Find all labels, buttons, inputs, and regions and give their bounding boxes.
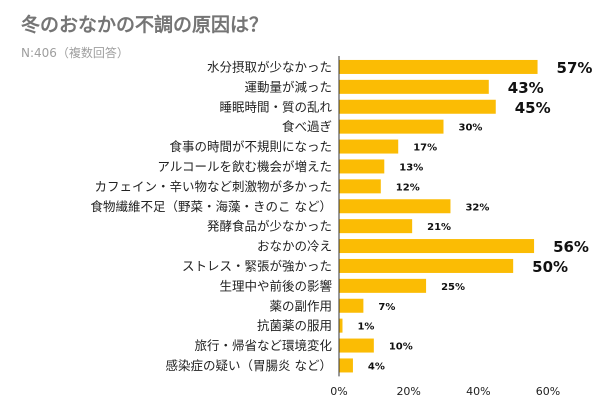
bar <box>339 59 538 74</box>
data-label: 4% <box>368 361 385 372</box>
data-label: 12% <box>396 182 420 193</box>
data-label: 57% <box>557 59 593 77</box>
category-label: 睡眠時間・質の乱れ <box>219 99 332 114</box>
bar <box>339 79 489 94</box>
data-label: 17% <box>413 143 437 154</box>
data-label: 32% <box>465 202 489 213</box>
category-label: おなかの冷え <box>257 239 332 254</box>
category-label: カフェイン・辛い物など刺激物が多かった <box>94 179 332 194</box>
category-label: 食事の時間が不規則になった <box>169 139 332 154</box>
data-label: 30% <box>459 123 483 134</box>
x-tick-label: 40% <box>466 385 490 398</box>
bar <box>339 318 343 333</box>
data-label: 25% <box>441 282 465 293</box>
category-label: 運動量が減った <box>244 79 332 94</box>
category-label: 抗菌薬の服用 <box>257 318 332 333</box>
chart-title: 冬のおなかの不調の原因は？ <box>21 14 269 36</box>
category-label: アルコールを飲む機会が増えた <box>157 159 332 174</box>
bar <box>339 159 385 174</box>
x-tick-label: 20% <box>396 385 420 398</box>
bar <box>339 199 451 214</box>
data-label: 43% <box>508 79 544 97</box>
x-tick-label: 60% <box>536 385 560 398</box>
data-label: 1% <box>357 322 374 333</box>
category-label: 発酵食品が少なかった <box>207 219 332 234</box>
data-label: 21% <box>427 222 451 233</box>
bar <box>339 219 413 234</box>
category-label: ストレス・緊張が強かった <box>182 258 332 273</box>
bar <box>339 119 444 134</box>
category-label: 薬の副作用 <box>269 298 332 313</box>
bar <box>339 258 514 273</box>
data-label: 7% <box>378 302 395 313</box>
bar <box>339 239 535 254</box>
category-label: 旅行・帰省など環境変化 <box>194 338 332 353</box>
bar <box>339 338 374 353</box>
data-label: 50% <box>532 258 568 276</box>
category-label: 食物繊維不足（野菜・海藻・きのこ など） <box>91 199 332 214</box>
data-label: 45% <box>515 99 551 117</box>
category-label: 水分摂取が少なかった <box>207 59 332 74</box>
category-label: 食べ過ぎ <box>282 119 332 134</box>
chart-subtitle: N:406（複数回答） <box>21 46 129 60</box>
x-tick-label: 0% <box>330 385 347 398</box>
category-label: 生理中や前後の影響 <box>219 278 332 293</box>
bar <box>339 99 496 114</box>
bar <box>339 358 353 373</box>
data-label: 56% <box>553 238 589 256</box>
bar <box>339 139 399 154</box>
data-label: 13% <box>399 162 423 173</box>
data-label: 10% <box>389 342 413 353</box>
bar <box>339 179 381 194</box>
bar <box>339 298 364 313</box>
bar <box>339 278 427 293</box>
category-label: 感染症の疑い（胃腸炎 など） <box>166 358 332 373</box>
